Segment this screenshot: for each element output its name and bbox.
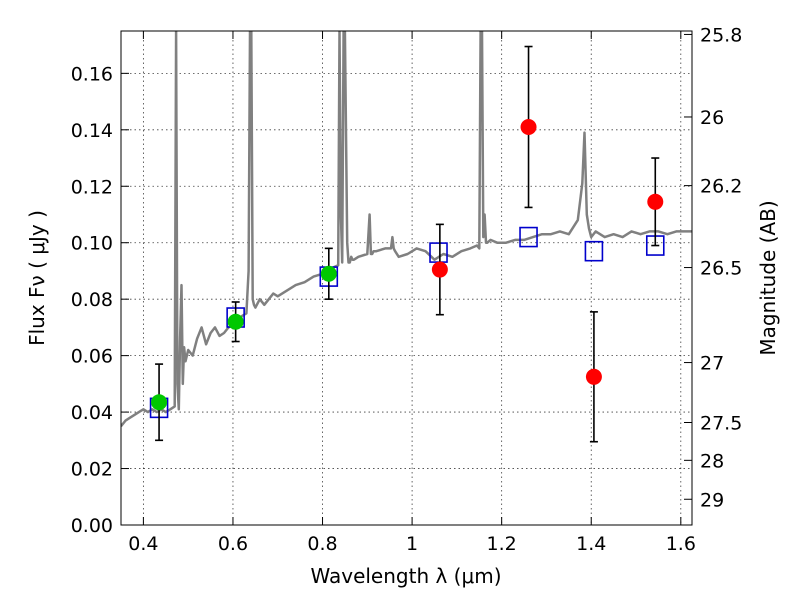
model-photometry-square [584,240,604,262]
right-tick-label: 26 [700,107,724,129]
x-tick-label: 0.8 [307,533,337,555]
observed-point [647,193,664,210]
right-axis-title: Magnitude (AB) [756,200,780,355]
y-tick-label: 0.06 [71,346,113,368]
plot-area [121,31,692,443]
y-tick-label: 0.16 [71,63,113,85]
x-tick-label: 1.6 [666,533,696,555]
x-tick-label: 1.4 [576,533,606,555]
grid [121,31,692,526]
axes-frame [120,30,693,526]
observed-point [227,313,244,330]
x-tick-label: 1.2 [487,533,517,555]
spectrum-line [121,31,692,427]
y-tick-label: 0.08 [71,289,113,311]
observed-point [151,394,168,411]
y-tick-label: 0.00 [71,515,113,537]
y-tick-label: 0.02 [71,459,113,481]
right-tick-label: 29 [700,489,724,511]
right-tick-label: 28 [700,450,724,472]
right-tick-label: 26.5 [700,258,742,280]
x-tick-label: 1 [406,533,418,555]
x-axis-title: Wavelength λ (μm) [310,564,501,588]
right-tick-label: 26.2 [700,176,742,198]
ticks: 0.4 0.6 0.8 1 1.2 1.4 1.6 0.00 0.02 0.04 0.06 0.08 0… [71,24,743,555]
x-tick-label: 0.6 [218,533,248,555]
y-tick-label: 0.10 [71,233,113,255]
y-tick-label: 0.04 [71,402,113,424]
right-tick-label: 25.8 [700,24,742,46]
right-tick-label: 27.5 [700,413,742,435]
observed-point [520,118,537,135]
model-photometry-square [519,226,538,248]
observed-point [320,265,337,282]
observed-point [431,261,448,278]
y-tick-label: 0.14 [71,120,113,142]
y-axis-title: Flux Fν ( μJy ) [25,210,49,346]
right-tick-label: 27 [700,353,724,375]
observed-point [585,368,602,385]
y-tick-label: 0.12 [71,176,113,198]
x-tick-label: 0.4 [128,533,158,555]
